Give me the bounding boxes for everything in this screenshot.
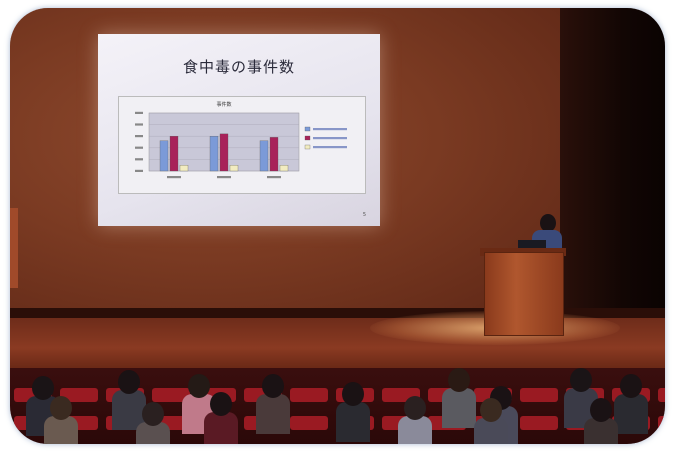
audience-member-head (210, 392, 232, 416)
audience-member-head (448, 368, 470, 392)
audience-member-head (404, 396, 426, 420)
audience-member-head (32, 376, 54, 400)
bar (259, 140, 269, 172)
podium (484, 252, 564, 336)
audience-member-head (570, 368, 592, 392)
seat (290, 416, 328, 430)
audience-member-body (256, 394, 290, 434)
bar (279, 165, 289, 172)
bar (229, 165, 239, 172)
audience-member-head (188, 374, 210, 398)
legend-label (313, 128, 347, 131)
y-tick-label (135, 135, 143, 138)
seat (152, 388, 190, 402)
slide-chart: 事件数 (118, 96, 366, 194)
legend-label (313, 146, 347, 149)
speaker-head (540, 214, 556, 232)
x-tick-label (217, 176, 231, 179)
y-tick-label (135, 158, 143, 161)
seat (60, 388, 98, 402)
bar (179, 165, 189, 172)
seat (658, 388, 665, 402)
slide-page-number: 5 (362, 212, 366, 218)
bar (209, 136, 219, 172)
stage-back-edge (10, 308, 665, 318)
audience-member-head (342, 382, 364, 406)
audience-member-body (398, 416, 432, 444)
seat (290, 388, 328, 402)
audience-member-body (614, 394, 648, 434)
audience-member-head (480, 398, 502, 422)
audience-member-head (590, 398, 612, 422)
side-pillar (10, 208, 18, 288)
legend-swatch (304, 144, 311, 150)
y-tick-label (135, 146, 143, 149)
audience-member-body (584, 418, 618, 444)
legend-swatch (304, 126, 311, 132)
audience-member-body (336, 402, 370, 442)
audience-member-body (442, 388, 476, 428)
x-tick-label (267, 176, 281, 179)
audience-member-body (204, 412, 238, 444)
bar (269, 137, 279, 172)
legend-label (313, 137, 347, 140)
x-tick-label (167, 176, 181, 179)
audience-member-body (474, 418, 508, 444)
audience-member-head (118, 370, 140, 394)
seat (520, 388, 558, 402)
audience-member-body (44, 416, 78, 444)
audience-area (10, 368, 665, 444)
legend-swatch (304, 135, 311, 141)
stage-curtain (560, 8, 665, 338)
chart-title: 事件数 (216, 101, 231, 108)
audience-member-head (50, 396, 72, 420)
audience-member-head (142, 402, 164, 426)
seat (520, 416, 558, 430)
projection-screen: 食中毒の事件数 事件数 5 (98, 34, 380, 226)
lecture-hall-photo: 食中毒の事件数 事件数 5 (10, 8, 665, 444)
y-tick-label (135, 123, 143, 126)
laptop (518, 240, 546, 250)
y-tick-label (135, 169, 143, 172)
audience-member-body (136, 422, 170, 444)
slide-title: 食中毒の事件数 (182, 58, 295, 76)
bar-chart: 事件数 (135, 101, 347, 179)
audience-member-head (620, 374, 642, 398)
seat (658, 416, 665, 430)
bar (159, 140, 169, 172)
bar (169, 136, 179, 172)
bar (219, 133, 229, 172)
y-tick-label (135, 111, 143, 114)
audience-member-head (262, 374, 284, 398)
